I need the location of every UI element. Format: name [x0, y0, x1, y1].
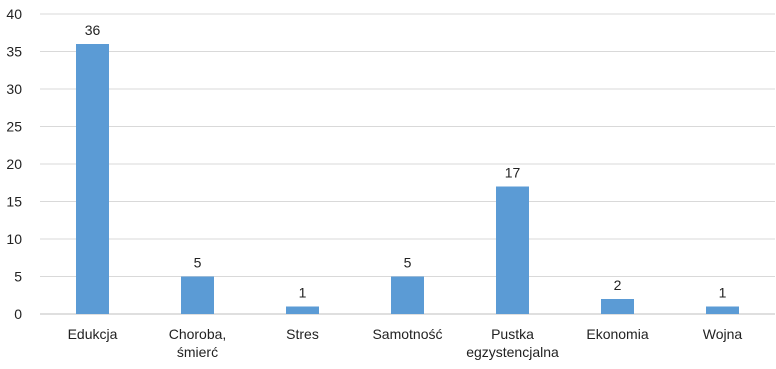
x-tick-label: Stres: [286, 326, 319, 342]
bar: [286, 306, 319, 314]
y-tick-label: 10: [6, 231, 22, 247]
y-tick-label: 30: [6, 81, 22, 97]
y-tick-label: 5: [14, 269, 22, 285]
y-tick-label: 15: [6, 194, 22, 210]
bar: [181, 276, 214, 314]
data-label: 5: [194, 255, 202, 271]
bar: [76, 44, 109, 314]
x-tick-label: Samotność: [372, 326, 442, 342]
bar: [706, 306, 739, 314]
x-tick-label: Ekonomia: [586, 326, 648, 342]
x-tick-label: Choroba,: [169, 326, 227, 342]
x-tick-label: Edukcja: [68, 326, 118, 342]
data-label: 1: [719, 285, 727, 301]
x-tick-label: Wojna: [703, 326, 743, 342]
y-tick-label: 0: [14, 306, 22, 322]
data-label: 2: [614, 277, 622, 293]
bar: [391, 276, 424, 314]
y-tick-label: 25: [6, 119, 22, 135]
x-tick-label: egzystencjalna: [466, 344, 559, 360]
data-label: 1: [299, 285, 307, 301]
y-tick-label: 35: [6, 44, 22, 60]
bar: [601, 299, 634, 314]
data-label: 36: [85, 22, 101, 38]
data-label: 5: [404, 255, 412, 271]
y-tick-label: 40: [6, 6, 22, 22]
x-tick-label: śmierć: [177, 344, 218, 360]
bar: [496, 186, 529, 314]
y-tick-label: 20: [6, 156, 22, 172]
x-tick-label: Pustka: [491, 326, 534, 342]
data-label: 17: [505, 165, 521, 181]
